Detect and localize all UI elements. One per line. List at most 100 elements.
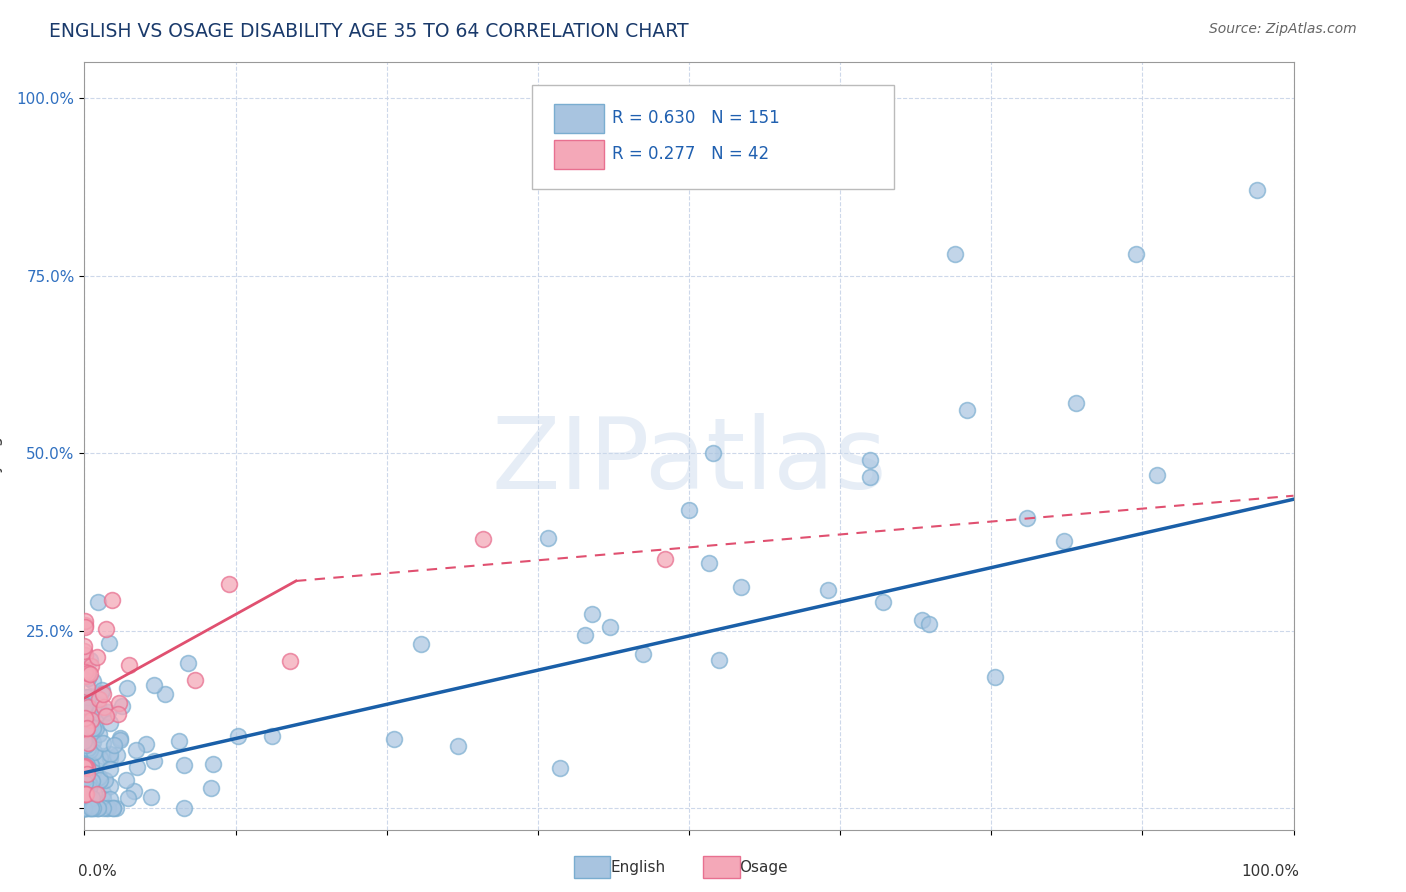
- Point: [260, 729, 283, 743]
- Point: [184, 673, 207, 687]
- Point: [79, 724, 101, 739]
- Point: [82, 735, 104, 749]
- Point: [409, 637, 432, 651]
- Point: [82, 674, 104, 689]
- Point: [82, 722, 104, 736]
- Point: [83, 745, 105, 759]
- Point: [89, 772, 111, 787]
- Point: [76, 800, 98, 814]
- Point: [702, 446, 724, 460]
- Point: [101, 801, 124, 815]
- Point: [472, 532, 495, 546]
- Point: [73, 795, 96, 809]
- Point: [73, 759, 96, 773]
- FancyBboxPatch shape: [554, 140, 605, 169]
- Point: [76, 741, 98, 756]
- Point: [115, 772, 138, 787]
- Point: [226, 729, 249, 743]
- Point: [79, 801, 101, 815]
- Point: [1146, 468, 1168, 483]
- Text: ZIPatlas: ZIPatlas: [491, 413, 887, 510]
- Point: [97, 801, 120, 815]
- Point: [75, 801, 97, 815]
- Point: [89, 692, 111, 706]
- Point: [97, 705, 120, 719]
- Point: [77, 774, 100, 789]
- Point: [1064, 396, 1087, 410]
- Point: [75, 757, 97, 772]
- Point: [77, 801, 100, 815]
- Point: [73, 717, 96, 731]
- Point: [142, 678, 165, 692]
- Point: [103, 801, 125, 815]
- Point: [200, 780, 222, 795]
- Point: [447, 739, 470, 753]
- Point: [94, 801, 117, 815]
- Text: ENGLISH VS OSAGE DISABILITY AGE 35 TO 64 CORRELATION CHART: ENGLISH VS OSAGE DISABILITY AGE 35 TO 64…: [49, 22, 689, 41]
- Point: [101, 593, 124, 607]
- Point: [73, 729, 96, 743]
- Point: [73, 787, 96, 801]
- Point: [94, 709, 117, 723]
- Point: [104, 801, 127, 815]
- Point: [202, 756, 225, 771]
- Point: [86, 697, 108, 711]
- Point: [143, 754, 166, 768]
- Text: Source: ZipAtlas.com: Source: ZipAtlas.com: [1209, 22, 1357, 37]
- Point: [79, 725, 101, 739]
- Point: [73, 801, 96, 815]
- Point: [77, 780, 100, 795]
- Point: [73, 787, 96, 801]
- Point: [94, 772, 117, 787]
- Point: [86, 787, 108, 801]
- Point: [98, 791, 121, 805]
- Point: [91, 748, 114, 763]
- Point: [858, 470, 880, 484]
- Point: [117, 791, 139, 805]
- Point: [125, 760, 148, 774]
- Point: [98, 762, 121, 776]
- Point: [75, 663, 97, 677]
- Point: [599, 620, 621, 634]
- Point: [654, 552, 676, 566]
- Point: [98, 751, 121, 765]
- Point: [73, 801, 96, 815]
- Point: [87, 706, 110, 721]
- Point: [79, 720, 101, 734]
- Point: [218, 576, 240, 591]
- Point: [82, 773, 104, 788]
- Point: [105, 747, 128, 762]
- Point: [87, 727, 110, 741]
- Point: [1015, 511, 1038, 525]
- Point: [80, 734, 103, 748]
- Point: [73, 801, 96, 815]
- Point: [83, 786, 105, 800]
- Text: 100.0%: 100.0%: [1241, 864, 1299, 880]
- Point: [859, 453, 882, 467]
- Point: [77, 700, 100, 714]
- Point: [699, 556, 721, 570]
- Point: [73, 615, 96, 629]
- Point: [1053, 533, 1076, 548]
- Point: [141, 789, 163, 804]
- Point: [93, 706, 115, 721]
- Text: R = 0.630   N = 151: R = 0.630 N = 151: [612, 109, 779, 127]
- Point: [75, 801, 97, 815]
- Point: [581, 607, 603, 622]
- Point: [83, 703, 105, 717]
- Point: [79, 713, 101, 727]
- Point: [73, 776, 96, 790]
- Point: [111, 698, 134, 713]
- Point: [79, 653, 101, 667]
- Point: [86, 801, 108, 815]
- Point: [89, 751, 111, 765]
- Point: [956, 403, 979, 417]
- Y-axis label: Disability Age 35 to 64: Disability Age 35 to 64: [0, 351, 3, 541]
- Point: [177, 657, 200, 671]
- Point: [75, 620, 97, 634]
- Point: [536, 531, 558, 545]
- Point: [73, 698, 96, 713]
- Point: [98, 747, 121, 761]
- Point: [76, 758, 98, 772]
- Point: [76, 761, 98, 775]
